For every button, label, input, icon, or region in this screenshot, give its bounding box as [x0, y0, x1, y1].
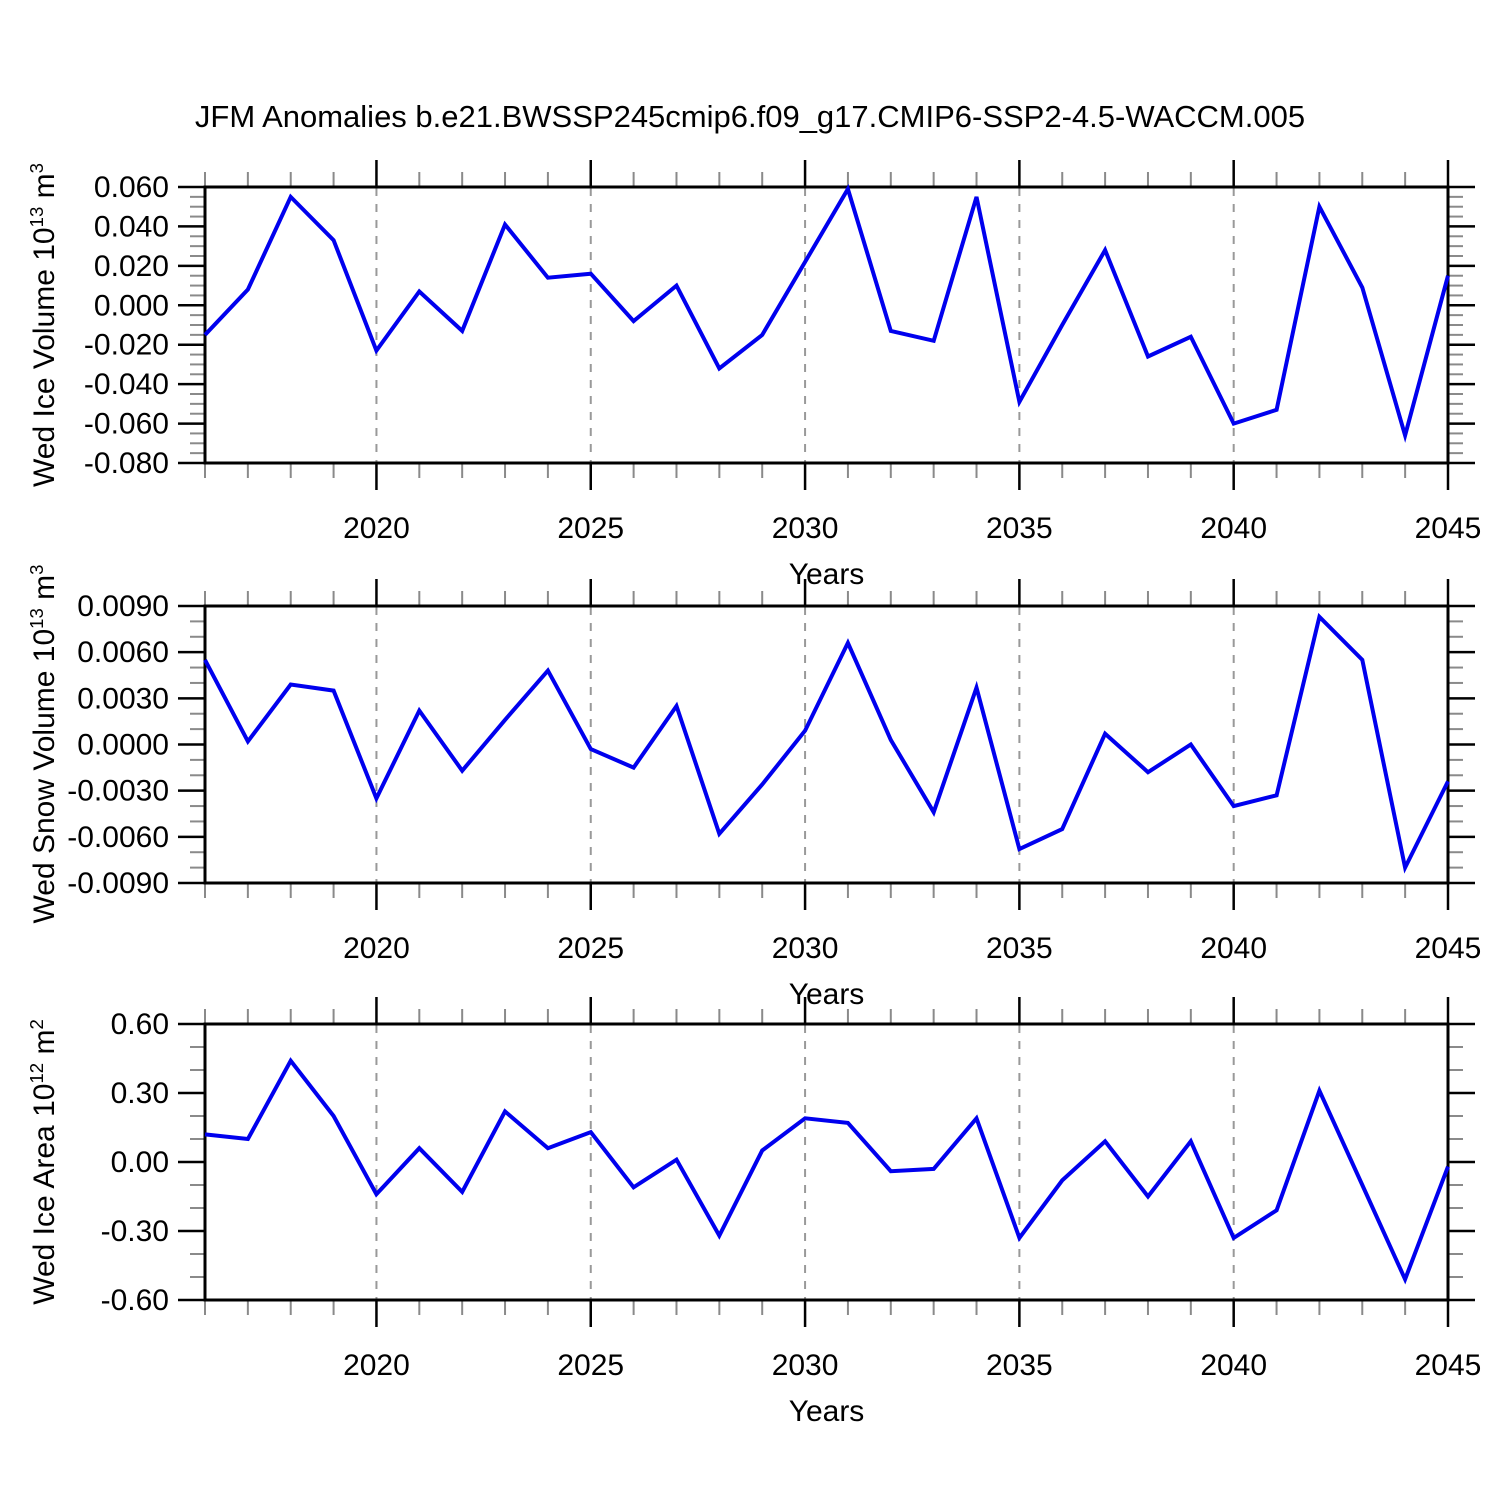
y-tick-label: -0.040 — [84, 368, 169, 401]
x-tick-label: 2035 — [986, 932, 1053, 965]
y-tick-label: 0.0090 — [77, 590, 169, 623]
panel-wed-ice-area: 0.60 0.30 0.00 -0.30 -0.60 2020 2025 2030 2035 20… — [101, 997, 1482, 1428]
x-tick-label: 2035 — [986, 1349, 1053, 1382]
x-tick-label: 2020 — [343, 1349, 410, 1382]
plot-box — [203, 185, 1450, 465]
y-tick-label: 0.0030 — [77, 682, 169, 715]
y-tick-label: 0.00 — [111, 1146, 169, 1179]
y-axis-label-unit: m — [28, 574, 61, 609]
wed-ice-area-line — [204, 1057, 1450, 1285]
figure-title: JFM Anomalies b.e21.BWSSP245cmip6.f09_g1… — [194, 99, 1306, 134]
x-tick-label: 2045 — [1415, 1349, 1482, 1382]
y-axis-label-unit-exponent: 2 — [26, 1019, 47, 1030]
y-tick-label: 0.0060 — [77, 636, 169, 669]
x-tick-label: 2020 — [343, 932, 410, 965]
y-axis-label-unit-exponent: 3 — [26, 564, 47, 575]
y-tick-label: -0.0060 — [67, 821, 169, 854]
x-tick-label: 2045 — [1415, 512, 1482, 545]
x-tick-label: 2020 — [343, 512, 410, 545]
y-axis-label-ice-volume: Wed Ice Volume 1013 m3 — [26, 163, 62, 487]
y-axis-label-text: Wed Ice Area 10 — [28, 1083, 61, 1305]
y-axis-label-text: Wed Ice Volume 10 — [28, 227, 61, 487]
y-tick-label: -0.0030 — [67, 775, 169, 808]
x-tick-label: 2040 — [1200, 1349, 1267, 1382]
y-tick-label: -0.080 — [84, 447, 169, 480]
y-axis-label-unit: m — [28, 1029, 61, 1063]
y-axis-label-exponent: 12 — [26, 1062, 47, 1084]
x-tick-label: 2030 — [772, 1349, 839, 1382]
y-tick-label: -0.30 — [101, 1215, 169, 1248]
plot-box — [203, 604, 1450, 885]
x-tick-label: 2025 — [557, 1349, 624, 1382]
y-tick-label: -0.0090 — [67, 867, 169, 900]
y-axis-label-exponent: 13 — [26, 608, 47, 629]
wed-snow-volume-line — [203, 612, 1450, 874]
y-tick-label: 0.30 — [111, 1077, 169, 1110]
y-tick-label: 0.0000 — [77, 729, 169, 762]
y-tick-label: -0.60 — [101, 1284, 169, 1317]
wed-ice-volume-line — [203, 184, 1450, 443]
x-tick-label: 2040 — [1200, 932, 1267, 965]
x-tick-label: 2040 — [1200, 512, 1267, 545]
x-tick-label: 2035 — [986, 512, 1053, 545]
x-tick-label: 2030 — [772, 932, 839, 965]
x-axis-label: Years — [789, 978, 865, 1011]
y-tick-label: 0.060 — [94, 171, 169, 204]
y-tick-label: 0.040 — [94, 210, 169, 243]
x-tick-label: 2030 — [772, 512, 839, 545]
y-tick-label: 0.000 — [94, 289, 169, 322]
plot-box — [203, 1022, 1450, 1302]
y-tick-label: -0.020 — [84, 329, 169, 362]
x-tick-label: 2045 — [1415, 932, 1482, 965]
y-tick-label: 0.020 — [94, 250, 169, 283]
x-axis-label: Years — [789, 1395, 865, 1428]
x-tick-label: 2025 — [557, 512, 624, 545]
y-tick-label: -0.060 — [84, 408, 169, 441]
x-axis-label: Years — [789, 558, 865, 591]
y-axis-label-ice-area: Wed Ice Area 1012 m2 — [26, 1019, 62, 1305]
y-axis-label-unit-exponent: 3 — [26, 163, 47, 174]
y-tick-label: 0.60 — [111, 1008, 169, 1041]
panel-wed-ice-volume: 0.060 0.040 0.020 0.000 -0.020 -0.040 -0.060 -0… — [84, 160, 1481, 591]
y-axis-label-snow-volume: Wed Snow Volume 1013 m3 — [26, 564, 62, 924]
y-axis-label-unit: m — [28, 173, 61, 207]
y-axis-label-exponent: 13 — [26, 206, 47, 228]
y-axis-label-text: Wed Snow Volume 10 — [28, 628, 61, 924]
x-tick-label: 2025 — [557, 932, 624, 965]
panel-wed-snow-volume: 0.0090 0.0060 0.0030 0.0000 -0.0030 -0.0060 -0… — [67, 579, 1481, 1011]
